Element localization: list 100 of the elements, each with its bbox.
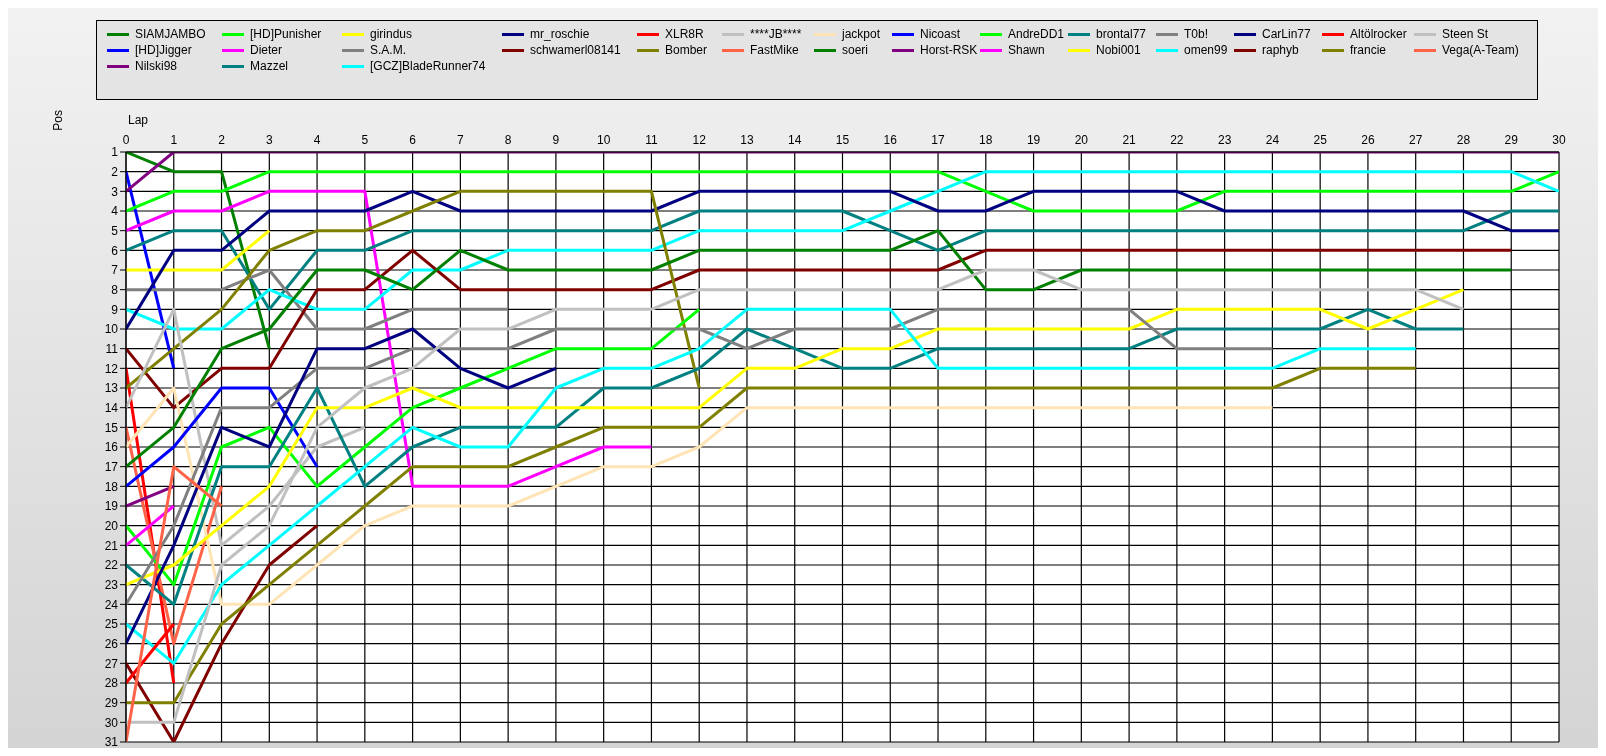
line-series bbox=[126, 307, 1418, 665]
legend-label: francie bbox=[1350, 43, 1387, 57]
y-tick-label: 27 bbox=[104, 656, 119, 671]
line-series bbox=[126, 189, 701, 390]
line-series bbox=[126, 386, 1274, 606]
x-tick-label: 0 bbox=[122, 133, 130, 147]
legend-label: Vega(A-Team) bbox=[1442, 43, 1519, 57]
y-tick-label: 20 bbox=[104, 518, 119, 533]
x-tick-label: 23 bbox=[1217, 133, 1232, 147]
y-tick-label: 23 bbox=[104, 577, 119, 592]
y-tick-label: 15 bbox=[104, 420, 119, 435]
y-tick-label: 4 bbox=[111, 204, 119, 219]
y-tick-label: 13 bbox=[104, 381, 119, 396]
legend-label: CarLin77 bbox=[1262, 27, 1311, 41]
x-tick-label: 21 bbox=[1122, 133, 1137, 147]
x-tick-label: 28 bbox=[1456, 133, 1471, 147]
legend-label: Altölrocker bbox=[1350, 27, 1407, 41]
x-tick-label: 27 bbox=[1409, 133, 1423, 147]
y-tick-label: 6 bbox=[111, 243, 119, 258]
x-tick-label: 2 bbox=[218, 133, 226, 147]
legend-label: FastMike bbox=[750, 43, 799, 57]
line-series bbox=[126, 327, 558, 646]
x-tick-label: 6 bbox=[409, 133, 417, 147]
x-tick-label: 5 bbox=[361, 133, 369, 147]
x-tick-label: 29 bbox=[1504, 133, 1519, 147]
y-tick-label: 25 bbox=[104, 617, 119, 632]
legend-label: SIAMJAMBO bbox=[135, 27, 206, 41]
y-tick-label: 31 bbox=[104, 735, 119, 750]
x-tick-label: 13 bbox=[740, 133, 754, 147]
y-tick-label: 19 bbox=[104, 499, 119, 514]
line-series bbox=[126, 366, 1418, 705]
legend-label: omen99 bbox=[1184, 43, 1228, 57]
x-tick-label: 17 bbox=[931, 133, 946, 147]
legend-label: soeri bbox=[842, 43, 869, 57]
y-tick-label: 29 bbox=[104, 695, 119, 710]
y-tick-label: 21 bbox=[104, 538, 119, 553]
y-tick-label: 26 bbox=[104, 636, 119, 651]
legend-label: Bomber bbox=[665, 43, 708, 57]
x-tick-label: 11 bbox=[645, 133, 658, 147]
x-tick-label: 30 bbox=[1552, 133, 1566, 147]
legend-label: schwamerl08141 bbox=[530, 43, 621, 57]
y-tick-label: 30 bbox=[104, 715, 119, 730]
line-series bbox=[126, 248, 1513, 410]
y-tick-label: 24 bbox=[104, 597, 119, 612]
y-tick-label: 18 bbox=[104, 479, 119, 494]
x-tick-label: 8 bbox=[504, 133, 512, 147]
y-tick-label: 9 bbox=[111, 302, 119, 317]
y-tick-label: 1 bbox=[111, 145, 119, 160]
legend-label: girindus bbox=[370, 27, 413, 41]
y-tick-label: 16 bbox=[104, 440, 119, 455]
legend-label: jackpot bbox=[842, 27, 881, 41]
y-tick-label: 22 bbox=[104, 558, 119, 573]
legend-label: Horst-RSK bbox=[920, 43, 978, 57]
x-tick-label: 4 bbox=[313, 133, 321, 147]
y-axis-title: Pos bbox=[51, 110, 65, 131]
line-series bbox=[126, 268, 510, 331]
y-tick-label: 10 bbox=[104, 322, 119, 337]
y-tick-label: 8 bbox=[111, 282, 119, 297]
legend-label: Nobi001 bbox=[1096, 43, 1141, 57]
x-tick-label: 26 bbox=[1361, 133, 1375, 147]
legend-label: Mazzel bbox=[250, 59, 289, 73]
x-tick-label: 7 bbox=[457, 133, 465, 147]
legend-label: brontal77 bbox=[1096, 27, 1147, 41]
legend-label: [GCZ]BladeRunner74 bbox=[370, 59, 486, 73]
legend-label: Nilski98 bbox=[135, 59, 178, 73]
line-series bbox=[126, 189, 653, 488]
legend-label: raphyb bbox=[1262, 43, 1299, 57]
legend-label: mr_roschie bbox=[530, 27, 590, 41]
line-series bbox=[126, 307, 701, 587]
y-tick-label: 3 bbox=[111, 184, 119, 199]
legend-label: S.A.M. bbox=[370, 43, 407, 57]
x-tick-label: 14 bbox=[788, 133, 802, 147]
y-tick-label: 17 bbox=[104, 459, 119, 474]
line-series bbox=[126, 524, 319, 742]
y-tick-label: 2 bbox=[111, 164, 119, 179]
legend-label: Steen St bbox=[1442, 27, 1489, 41]
legend-label: T0b! bbox=[1184, 27, 1209, 41]
y-tick-label: 14 bbox=[104, 400, 119, 415]
legend-label: AndreDD1 bbox=[1008, 27, 1065, 41]
x-tick-label: 12 bbox=[692, 133, 707, 147]
y-tick-label: 7 bbox=[111, 263, 119, 278]
legend-label: Shawn bbox=[1008, 43, 1045, 57]
legend-label: [HD]Punisher bbox=[250, 27, 322, 41]
y-tick-label: 12 bbox=[104, 361, 119, 376]
y-tick-label: 11 bbox=[105, 341, 119, 356]
x-tick-label: 15 bbox=[835, 133, 850, 147]
x-tick-label: 18 bbox=[979, 133, 993, 147]
x-tick-label: 3 bbox=[265, 133, 273, 147]
line-series bbox=[126, 268, 1465, 724]
y-tick-label: 28 bbox=[104, 676, 119, 691]
x-tick-label: 10 bbox=[596, 133, 611, 147]
x-axis-title: Lap bbox=[128, 113, 149, 127]
x-tick-label: 25 bbox=[1313, 133, 1328, 147]
x-tick-label: 20 bbox=[1074, 133, 1089, 147]
x-tick-label: 9 bbox=[552, 133, 560, 147]
x-tick-label: 16 bbox=[883, 133, 898, 147]
y-tick-label: 5 bbox=[111, 223, 119, 238]
legend-label: XLR8R bbox=[665, 27, 704, 41]
legend-label: Nicoast bbox=[920, 27, 961, 41]
x-tick-label: 22 bbox=[1170, 133, 1184, 147]
